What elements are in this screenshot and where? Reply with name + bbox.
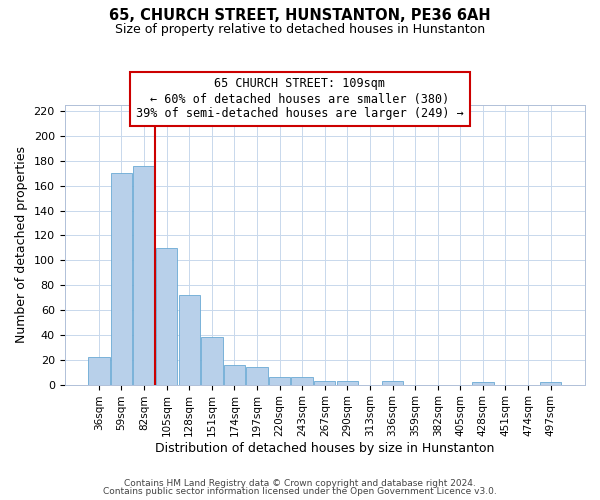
Text: Contains HM Land Registry data © Crown copyright and database right 2024.: Contains HM Land Registry data © Crown c… [124, 478, 476, 488]
Bar [88, 358, 110, 384]
Text: Contains public sector information licensed under the Open Government Licence v3: Contains public sector information licen… [103, 487, 497, 496]
Text: 65 CHURCH STREET: 109sqm
← 60% of detached houses are smaller (380)
39% of semi-: 65 CHURCH STREET: 109sqm ← 60% of detach… [136, 78, 464, 120]
Bar [472, 382, 494, 384]
Bar [269, 377, 290, 384]
Y-axis label: Number of detached properties: Number of detached properties [15, 146, 28, 344]
Bar [314, 381, 335, 384]
Text: 65, CHURCH STREET, HUNSTANTON, PE36 6AH: 65, CHURCH STREET, HUNSTANTON, PE36 6AH [109, 8, 491, 22]
Bar [133, 166, 155, 384]
Bar [540, 382, 562, 384]
Bar [201, 338, 223, 384]
Text: Size of property relative to detached houses in Hunstanton: Size of property relative to detached ho… [115, 22, 485, 36]
Bar [111, 174, 132, 384]
Bar [382, 381, 403, 384]
X-axis label: Distribution of detached houses by size in Hunstanton: Distribution of detached houses by size … [155, 442, 494, 455]
Bar [246, 367, 268, 384]
Bar [337, 381, 358, 384]
Bar [179, 295, 200, 384]
Bar [292, 377, 313, 384]
Bar [224, 364, 245, 384]
Bar [156, 248, 178, 384]
